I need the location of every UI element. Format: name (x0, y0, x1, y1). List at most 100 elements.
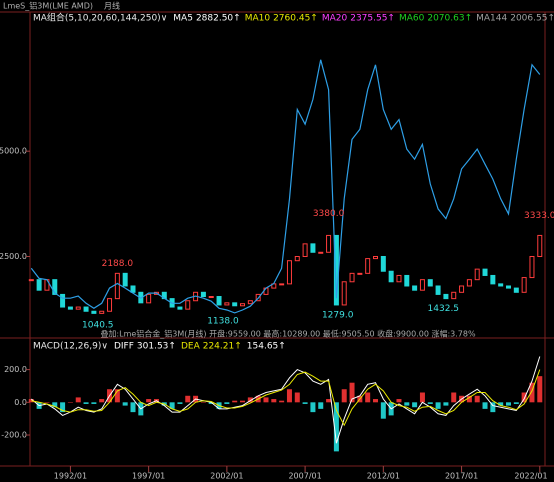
candle (177, 306, 183, 310)
macd-bar (232, 400, 238, 403)
macd-bar (247, 397, 253, 403)
candle (232, 302, 238, 307)
candle (294, 255, 300, 262)
macd-bar (263, 397, 269, 403)
macd-bar (380, 402, 386, 419)
macd-bar (114, 389, 120, 403)
macd-bar (99, 399, 105, 403)
legend-name: DEA (181, 342, 201, 352)
candle (373, 255, 379, 260)
macd-bar (451, 392, 457, 403)
candle (435, 285, 441, 295)
legend-value: 301.53↑ (137, 342, 176, 352)
candle (396, 274, 402, 283)
macd-bar (521, 392, 527, 403)
x-tick-label: 2012/01 (367, 472, 400, 481)
macd-bar (435, 402, 441, 409)
macd-bar (146, 399, 152, 403)
symbol: LmeS_铝3M(LME AMD) (3, 1, 93, 11)
macd-bar (130, 402, 136, 413)
candle (404, 274, 410, 287)
macd-bar (474, 395, 480, 403)
macd-bar (286, 389, 292, 403)
macd-bar (373, 399, 379, 403)
macd-bar (396, 399, 402, 403)
extreme-label: 1138.0 (207, 316, 239, 326)
x-tick-label: 2007/01 (288, 472, 321, 481)
candle (466, 279, 472, 287)
x-tick-label: 2017/01 (445, 472, 478, 481)
macd-bar (169, 402, 175, 409)
macd-bar (482, 402, 488, 409)
candle (240, 303, 246, 307)
macd-bar (122, 402, 128, 406)
candle (498, 283, 504, 287)
candle (67, 306, 73, 310)
macd-bar (224, 402, 230, 404)
macd-bar (279, 400, 285, 403)
ma-name: MA60 (399, 14, 425, 24)
macd-bar (490, 402, 496, 413)
candle (427, 279, 433, 287)
overlay-info: 叠加:Lme铝合金_铝3M(月线) 开盘:9559.00 最高:10289.00… (100, 329, 476, 339)
legend-title: MACD(12,26,9)∨ (33, 342, 108, 352)
macd-bar (349, 382, 355, 403)
candle (302, 243, 308, 257)
candle (208, 296, 214, 299)
ma-value: 2760.45↑ (273, 14, 318, 24)
ma-name: MA20 (322, 14, 348, 24)
macd-bar (52, 402, 58, 408)
candle (107, 298, 113, 312)
candle (388, 270, 394, 283)
candle (326, 234, 332, 253)
extreme-label: 1279.0 (322, 310, 354, 320)
macd-line (30, 356, 541, 444)
x-tick-label: 2022/01 (514, 472, 547, 481)
candle (490, 274, 496, 285)
candle (443, 293, 449, 300)
candle (349, 272, 355, 283)
candle (60, 293, 66, 308)
macd-bar (443, 402, 449, 406)
legend-value: 224.21↑ (203, 342, 242, 352)
ma-value: 2375.55↑ (350, 14, 395, 24)
macd-bar (318, 402, 324, 409)
candle (310, 243, 316, 253)
period: 月线 (104, 1, 120, 11)
candle (99, 310, 105, 314)
macd-bar (419, 392, 425, 403)
macd-bar (177, 402, 183, 404)
macd-bar (333, 402, 339, 452)
candle (513, 287, 519, 293)
macd-bar (294, 392, 300, 403)
macd-bar (302, 402, 308, 404)
x-tick-label: 2002/01 (210, 472, 243, 481)
candle (529, 255, 535, 279)
candle (459, 285, 465, 293)
ma-name: MA10 (245, 14, 271, 24)
candle (255, 293, 261, 302)
candle (286, 260, 292, 285)
legend-title: MA组合(5,10,20,60,144,250)∨ (33, 12, 167, 24)
macd-bar (208, 402, 214, 404)
candle (185, 300, 191, 310)
candle (83, 306, 89, 312)
ma-value: 2006.55↑ (510, 14, 554, 24)
candle (247, 300, 253, 305)
candle (114, 272, 120, 300)
ma-value: 2882.50↑ (196, 14, 241, 24)
y-tick-label: 2500.0 (0, 252, 27, 261)
legend-value: 154.65↑ (247, 342, 286, 352)
candle (130, 285, 136, 293)
macd-bar (75, 397, 81, 403)
candle (341, 281, 347, 306)
macd-bar (412, 402, 418, 408)
macd-bar (240, 400, 246, 403)
candle (521, 277, 527, 293)
candle (52, 279, 58, 295)
macd-bar (341, 389, 347, 403)
macd-bar (67, 402, 73, 403)
macd-bar (271, 399, 277, 403)
